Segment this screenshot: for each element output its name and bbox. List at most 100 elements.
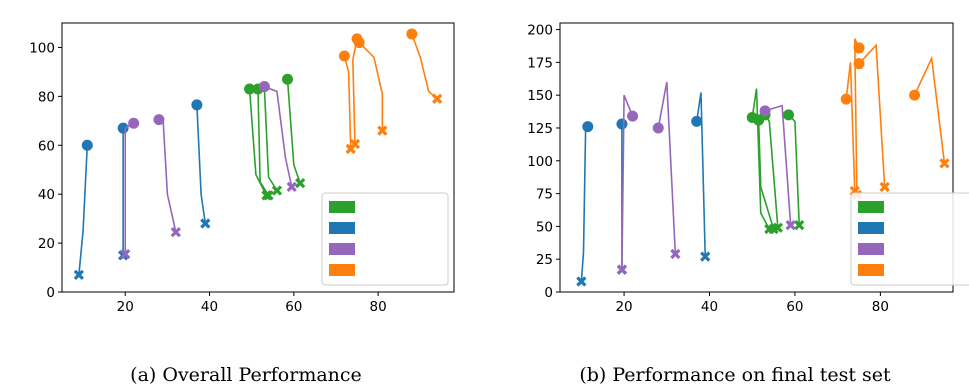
x-tick-label: 20 <box>117 299 134 315</box>
legend-box <box>321 192 449 286</box>
series-structural-k12 <box>576 121 594 287</box>
legend-box <box>850 192 969 286</box>
series-line <box>196 104 207 224</box>
legend <box>321 192 449 286</box>
start-point <box>759 105 771 117</box>
start-point <box>853 42 865 54</box>
series-baseline-ae <box>853 43 890 193</box>
legend-swatch <box>858 222 884 234</box>
y-tick-label: 20 <box>38 236 55 252</box>
plot-frame <box>559 22 954 293</box>
start-point <box>909 89 921 101</box>
series-simple-vae <box>282 73 306 189</box>
start-point <box>153 114 165 126</box>
end-point <box>616 264 628 275</box>
end-point <box>73 269 84 281</box>
start-point <box>244 83 256 95</box>
series-line <box>78 145 89 275</box>
start-point <box>691 115 703 127</box>
end-point <box>939 158 950 169</box>
series-ladder-l4 <box>759 104 796 231</box>
series-line <box>621 94 634 270</box>
y-tick-label: 200 <box>527 23 553 39</box>
plot-frame <box>61 22 455 293</box>
end-point <box>200 218 211 229</box>
legend-swatch <box>329 264 355 276</box>
start-point <box>627 110 639 122</box>
legend-swatch <box>329 201 355 213</box>
x-tick-label: 40 <box>201 299 218 315</box>
end-point <box>432 93 443 104</box>
series-line <box>845 62 856 191</box>
series-line <box>248 88 268 196</box>
y-tick-label: 25 <box>536 252 553 268</box>
end-point <box>670 248 681 260</box>
x-tick-label: 80 <box>872 299 889 315</box>
start-point <box>582 121 594 133</box>
legend-swatch <box>858 201 884 213</box>
start-point <box>616 118 628 130</box>
legend-swatch <box>329 222 355 234</box>
series-line <box>751 88 771 230</box>
end-point <box>576 276 587 287</box>
series-ladder-l12 <box>120 117 140 260</box>
series-structural-k4 <box>191 99 211 229</box>
end-point <box>286 181 297 192</box>
start-point <box>840 93 852 105</box>
start-point <box>258 81 270 93</box>
x-tick-label: 60 <box>786 299 803 315</box>
series-line <box>358 41 384 131</box>
series-baseline-ae <box>353 37 388 136</box>
start-point <box>652 122 664 134</box>
y-tick-label: 0 <box>544 285 553 301</box>
start-point <box>128 117 140 129</box>
series-line <box>695 92 707 257</box>
y-tick-label: 60 <box>38 138 55 154</box>
start-point <box>81 139 93 151</box>
series-simple-wae <box>753 114 779 235</box>
x-tick-label: 40 <box>701 299 718 315</box>
end-point <box>170 226 181 238</box>
end-point <box>271 185 283 196</box>
start-point <box>282 73 294 85</box>
y-tick-label: 75 <box>536 187 553 203</box>
start-point <box>338 50 350 62</box>
series-simple-vae <box>783 109 805 231</box>
legend-swatch <box>858 264 884 276</box>
y-tick-label: 175 <box>527 55 553 71</box>
end-point <box>263 190 274 201</box>
start-point <box>783 109 795 121</box>
series-line <box>286 79 301 184</box>
series-structural-k4 <box>691 92 711 262</box>
series-line <box>757 120 775 230</box>
series-ladder-l6 <box>153 114 181 238</box>
end-point <box>794 219 805 231</box>
end-point <box>785 219 796 231</box>
start-point <box>353 37 365 49</box>
x-tick-label: 60 <box>285 299 302 315</box>
y-tick-label: 50 <box>536 219 553 235</box>
legend <box>850 192 969 286</box>
x-tick-label: 80 <box>370 299 387 315</box>
series-structural-k12 <box>73 139 93 281</box>
caption-final-test-set: (b) Performance on final test set <box>579 364 891 386</box>
start-point <box>853 58 865 70</box>
start-point <box>191 99 203 111</box>
start-point <box>406 28 418 40</box>
end-point <box>120 248 131 260</box>
series-line <box>657 81 677 254</box>
series-ladder-l6 <box>652 81 681 260</box>
legend-swatch <box>858 243 884 255</box>
series-line <box>764 104 792 226</box>
end-point <box>295 178 306 189</box>
y-tick-label: 100 <box>527 154 553 170</box>
series-line <box>264 85 293 188</box>
y-tick-label: 0 <box>46 285 55 301</box>
series-ladder-l12 <box>616 94 639 275</box>
y-tick-label: 80 <box>38 89 55 105</box>
y-tick-label: 125 <box>527 121 553 137</box>
